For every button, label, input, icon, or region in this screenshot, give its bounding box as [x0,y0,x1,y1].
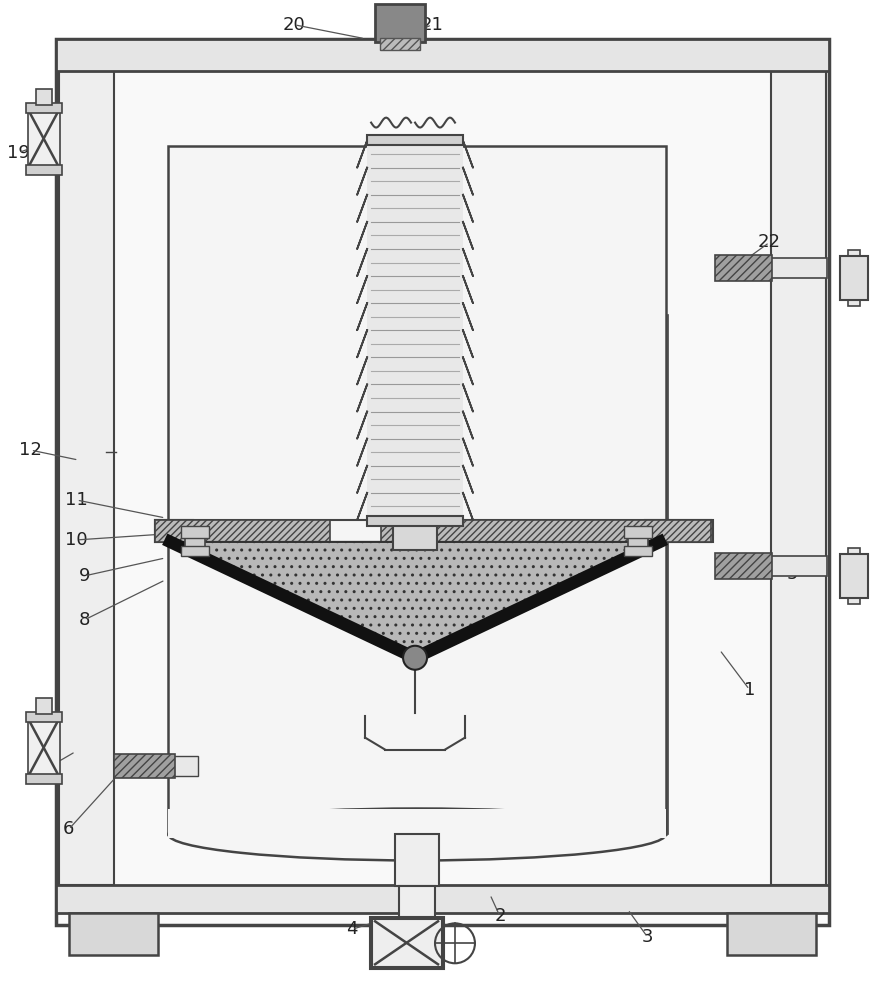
Bar [69,913,158,955]
Bar [367,141,463,520]
Text: 1: 1 [743,681,755,699]
Bar [849,250,860,306]
Bar [156,520,194,542]
Text: 10: 10 [65,531,88,549]
Bar [720,258,827,278]
Bar [26,774,62,784]
Text: 20: 20 [283,16,305,34]
Text: 18: 18 [179,369,202,387]
Text: 11: 11 [65,491,88,509]
Bar [156,520,330,542]
Text: 4: 4 [346,920,358,938]
Bar [727,913,816,955]
Text: 7: 7 [39,761,50,779]
Bar [27,718,59,778]
Circle shape [403,646,427,670]
Bar [375,4,425,42]
Bar [380,38,420,50]
Text: 12: 12 [19,441,42,459]
Bar [772,71,827,885]
Text: 19: 19 [7,144,30,162]
Bar [624,546,651,556]
Text: 21: 21 [420,16,443,34]
Text: 16: 16 [341,499,364,517]
Text: 6: 6 [63,820,74,838]
Bar [113,756,198,776]
Text: 13: 13 [189,499,212,517]
Text: 8: 8 [79,611,90,629]
Bar [56,885,829,913]
Text: 9: 9 [79,567,90,585]
Bar [370,917,444,969]
Bar [644,520,712,542]
Bar [399,886,435,928]
Text: 5: 5 [787,565,798,583]
Bar [720,556,827,576]
Bar [372,919,442,967]
Bar [849,548,860,604]
Bar [624,526,651,538]
Text: 3: 3 [642,928,653,946]
Text: 17: 17 [528,497,551,515]
Bar [58,71,113,885]
Bar [156,520,711,542]
Bar [56,39,829,925]
Ellipse shape [168,809,666,860]
Bar [841,256,868,300]
Bar [113,754,175,778]
Bar [367,516,463,526]
Text: 14: 14 [258,466,281,484]
Bar [26,103,62,113]
Bar [56,39,829,71]
Bar [27,109,59,169]
Bar [35,698,51,714]
Bar [26,712,62,722]
Bar [393,520,437,550]
Bar [185,534,205,550]
Bar [714,553,773,579]
Bar [627,534,648,550]
Text: 15: 15 [436,461,459,479]
Bar [181,526,210,538]
Bar [35,89,51,105]
Text: 22: 22 [758,233,781,251]
Text: 2: 2 [494,907,505,925]
Bar [168,146,666,834]
Bar [714,255,773,281]
Bar [26,165,62,175]
Bar [841,554,868,598]
Polygon shape [171,542,659,658]
Bar [181,546,210,556]
Bar [395,834,439,886]
Text: A: A [319,703,331,721]
Bar [367,135,463,145]
Bar [381,520,711,542]
Bar [168,809,666,838]
